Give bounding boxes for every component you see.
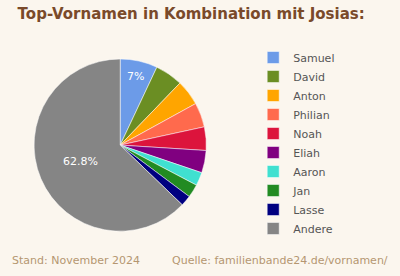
svg-text:62.8%: 62.8%: [63, 155, 98, 168]
svg-text:Stand: November 2024: Stand: November 2024: [12, 254, 140, 267]
svg-text:Aaron: Aaron: [293, 166, 325, 179]
svg-text:Quelle: familienbande24.de/vor: Quelle: familienbande24.de/vornamen/: [172, 254, 388, 267]
svg-text:Anton: Anton: [293, 90, 326, 103]
svg-text:Andere: Andere: [293, 223, 333, 236]
svg-text:Noah: Noah: [293, 128, 322, 141]
svg-text:Top-Vornamen in Kombination mi: Top-Vornamen in Kombination mit Josias:: [18, 5, 365, 23]
svg-text:David: David: [293, 71, 325, 84]
svg-text:Samuel: Samuel: [293, 52, 334, 65]
svg-text:Jan: Jan: [292, 185, 310, 198]
svg-text:Eliah: Eliah: [293, 147, 320, 160]
svg-text:Philian: Philian: [293, 109, 330, 122]
svg-text:7%: 7%: [127, 70, 144, 83]
svg-text:Lasse: Lasse: [293, 204, 324, 217]
